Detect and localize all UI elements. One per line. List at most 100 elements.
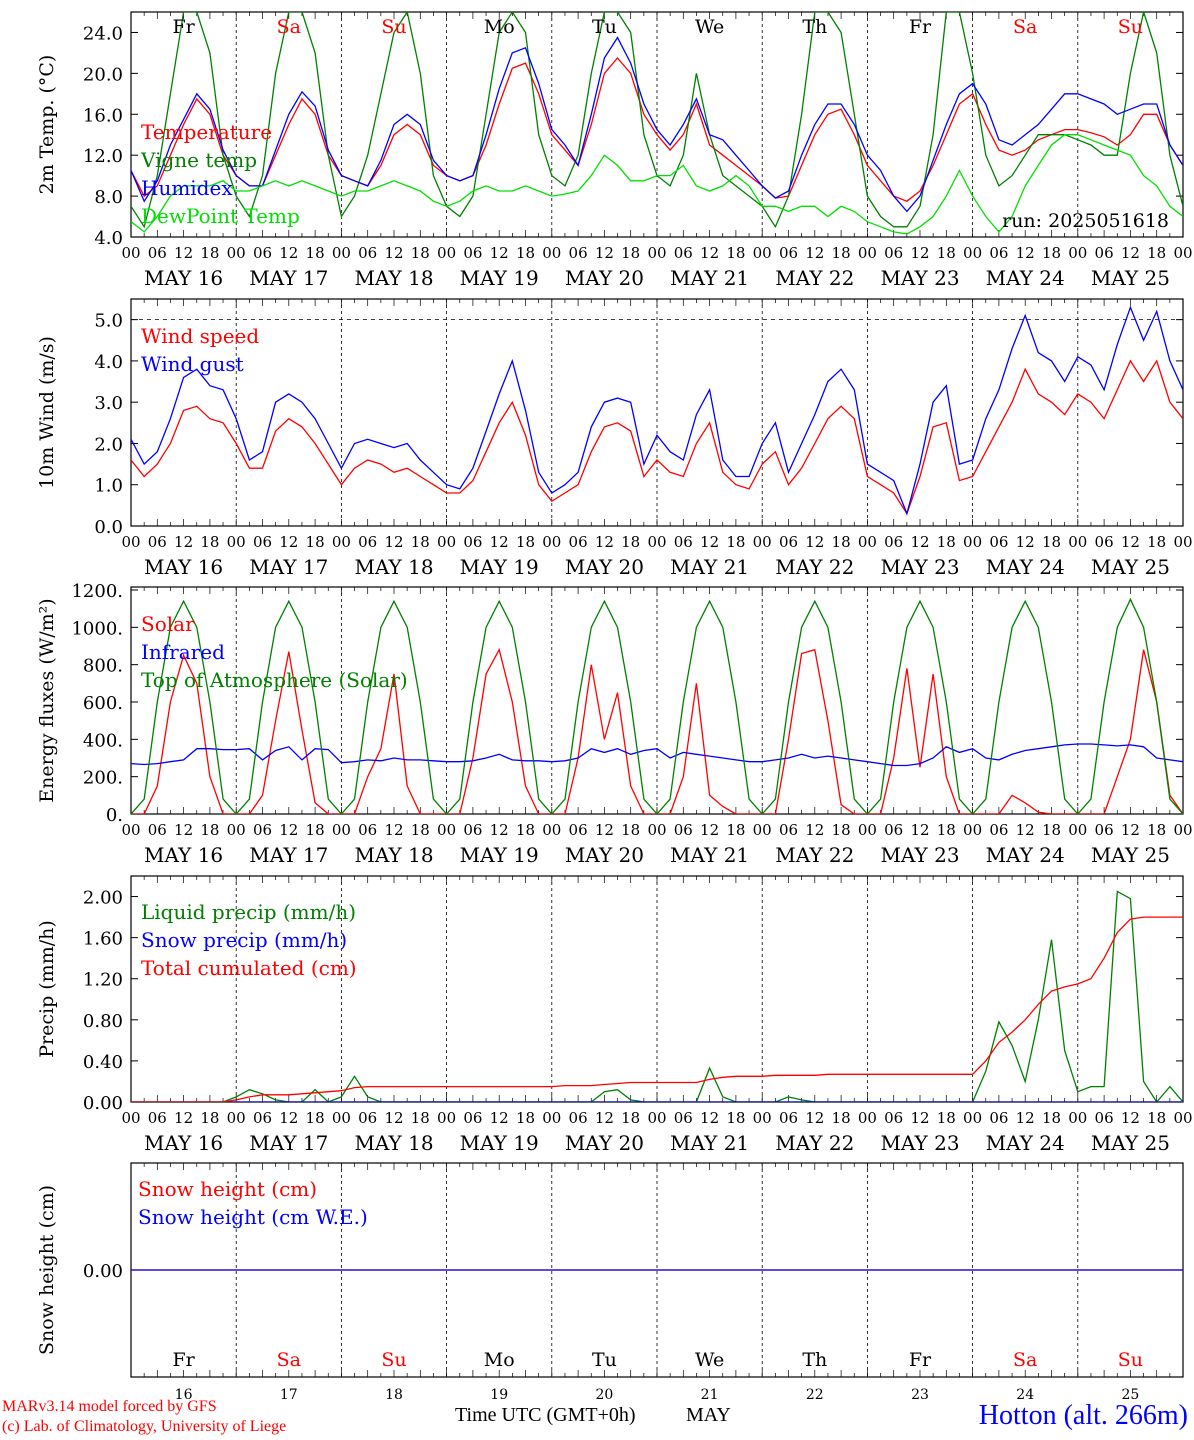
hour-tick-label: 00 (858, 533, 877, 551)
hour-tick-label: 12 (384, 1109, 403, 1127)
hour-tick-label: 06 (884, 244, 903, 262)
model-credit: MARv3.14 model forced by GFS (2, 1398, 217, 1415)
day-label: MAY 21 (670, 1131, 749, 1155)
hour-tick-label: 12 (1016, 244, 1035, 262)
y-tick-label: 1200. (71, 581, 123, 602)
hour-tick-label: 06 (779, 1109, 798, 1127)
hour-tick-label: 18 (411, 533, 430, 551)
y-axis-title: Energy fluxes (W/m²) (36, 598, 58, 802)
hour-tick-label: 00 (332, 1109, 351, 1127)
hour-tick-label: 12 (1016, 821, 1035, 839)
hour-tick-label: 00 (1068, 1109, 1087, 1127)
hour-tick-label: 06 (569, 533, 588, 551)
hour-tick-label: 18 (1042, 244, 1061, 262)
hour-tick-label: 12 (910, 244, 929, 262)
day-number-label: 22 (806, 1387, 824, 1403)
hour-tick-label: 06 (148, 533, 167, 551)
day-label: MAY 18 (354, 1131, 433, 1155)
day-number-label: 16 (175, 1387, 193, 1403)
y-tick-label: 16.0 (83, 105, 123, 126)
hour-tick-label: 18 (516, 821, 535, 839)
day-label: MAY 24 (986, 1131, 1065, 1155)
run-label: run: 2025051618 (1002, 210, 1169, 232)
legend-entry: Total cumulated (cm) (141, 956, 357, 980)
day-label: MAY 17 (249, 555, 328, 579)
hour-tick-label: 18 (726, 821, 745, 839)
hour-tick-label: 00 (647, 533, 666, 551)
hour-tick-label: 06 (779, 244, 798, 262)
hour-tick-label: 00 (542, 821, 561, 839)
hour-tick-label: 12 (805, 1109, 824, 1127)
y-tick-label: 1.0 (94, 476, 123, 497)
day-label: MAY 24 (986, 555, 1065, 579)
hour-tick-label: 06 (463, 533, 482, 551)
y-tick-label: 4.0 (94, 352, 123, 373)
hour-tick-label: 00 (1068, 821, 1087, 839)
day-label: MAY 22 (775, 266, 854, 290)
legend-entry: DewPoint Temp (141, 204, 300, 228)
hour-tick-label: 18 (937, 821, 956, 839)
hour-tick-label: 00 (647, 1109, 666, 1127)
copyright-credit: (c) Lab. of Climatology, University of L… (2, 1418, 287, 1435)
hour-tick-label: 12 (805, 244, 824, 262)
hour-tick-label: 12 (1121, 244, 1140, 262)
hour-tick-label: 00 (437, 244, 456, 262)
hour-tick-label: 12 (490, 1109, 509, 1127)
day-label: MAY 24 (986, 843, 1065, 867)
y-tick-label: 0.00 (83, 1093, 123, 1114)
hour-tick-label: 18 (937, 244, 956, 262)
hour-tick-label: 18 (411, 1109, 430, 1127)
hour-tick-label: 06 (253, 533, 272, 551)
day-number-label: 19 (490, 1387, 508, 1403)
hour-tick-label: 18 (621, 244, 640, 262)
hour-tick-label: 06 (148, 821, 167, 839)
hour-tick-label: 12 (279, 1109, 298, 1127)
hour-tick-label: 00 (963, 533, 982, 551)
day-label: MAY 23 (880, 1131, 959, 1155)
weekday-label: Su (381, 1349, 406, 1371)
day-label: MAY 20 (565, 266, 644, 290)
weekday-label: Tu (592, 1349, 617, 1371)
series-line (131, 134, 1183, 235)
day-label: MAY 16 (144, 843, 223, 867)
hour-tick-label: 00 (858, 244, 877, 262)
hour-tick-label: 00 (1173, 821, 1192, 839)
hour-tick-label: 12 (1016, 533, 1035, 551)
hour-tick-label: 18 (306, 533, 325, 551)
hour-tick-label: 12 (384, 821, 403, 839)
y-tick-label: 0. (106, 805, 123, 826)
weekday-label: Mo (484, 1349, 515, 1371)
y-tick-label: 2.00 (83, 888, 123, 909)
hour-tick-label: 00 (963, 244, 982, 262)
hour-tick-label: 06 (253, 244, 272, 262)
hour-tick-label: 06 (569, 244, 588, 262)
y-tick-label: 5.0 (94, 311, 123, 332)
legend-entry: Wind gust (141, 352, 244, 376)
day-label: MAY 23 (880, 843, 959, 867)
hour-tick-label: 06 (884, 821, 903, 839)
day-label: MAY 25 (1091, 266, 1170, 290)
hour-tick-label: 18 (832, 821, 851, 839)
series-line (131, 36, 1183, 213)
hour-tick-label: 00 (227, 533, 246, 551)
hour-tick-label: 12 (595, 533, 614, 551)
hour-tick-label: 06 (1095, 1109, 1114, 1127)
series-line (131, 305, 1183, 516)
hour-tick-label: 06 (1095, 821, 1114, 839)
hour-tick-label: 06 (463, 244, 482, 262)
hour-tick-label: 18 (726, 244, 745, 262)
hour-tick-label: 00 (227, 1109, 246, 1127)
hour-tick-label: 18 (1147, 533, 1166, 551)
legend-entry: Snow precip (mm/h) (141, 928, 347, 952)
hour-tick-label: 18 (621, 821, 640, 839)
y-tick-label: 200. (83, 768, 123, 789)
hour-tick-label: 00 (121, 533, 140, 551)
legend-entry: Infrared (141, 640, 225, 664)
hour-tick-label: 18 (306, 821, 325, 839)
y-tick-label: 400. (83, 730, 123, 751)
day-label: MAY 16 (144, 555, 223, 579)
hour-tick-label: 06 (1095, 533, 1114, 551)
hour-tick-label: 18 (1147, 821, 1166, 839)
day-label: MAY 20 (565, 843, 644, 867)
hour-tick-label: 06 (148, 1109, 167, 1127)
